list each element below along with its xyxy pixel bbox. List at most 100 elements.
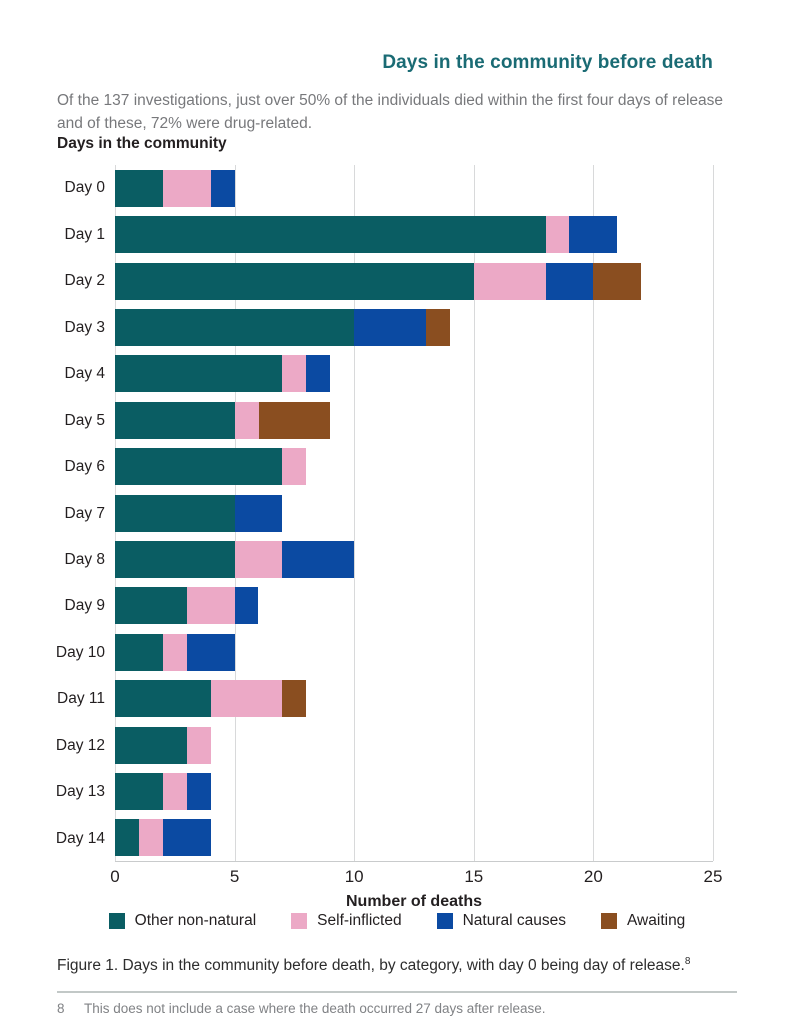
page-title: Days in the community before death	[382, 52, 713, 73]
bar-track-day-8	[115, 540, 713, 578]
bar-segment-day-8-self-inflicted	[234, 540, 283, 578]
legend-label-awaiting: Awaiting	[627, 912, 686, 929]
figure-caption-text: Figure 1. Days in the community before d…	[57, 957, 685, 975]
bar-segment-day-5-awaiting	[258, 401, 331, 439]
bar-segment-day-5-other-non-natural	[115, 401, 235, 439]
bar-track-day-1	[115, 216, 713, 254]
bar-row-day-8	[115, 536, 713, 582]
footnote: 8 This does not include a case where the …	[57, 1001, 757, 1016]
bar-track-day-10	[115, 633, 713, 671]
gridline-x-20	[593, 165, 595, 861]
bar-segment-day-3-natural-causes	[354, 308, 426, 346]
bar-track-day-4	[115, 355, 713, 393]
bar-row-day-2	[115, 258, 713, 304]
bar-segment-day-2-natural-causes	[545, 262, 594, 300]
x-tick-label-25: 25	[703, 867, 723, 886]
y-axis-label-day-12: Day 12	[55, 736, 105, 754]
gridline-x-10	[354, 165, 356, 861]
y-axis-label-day-6: Day 6	[64, 458, 106, 476]
footnote-divider	[57, 991, 737, 993]
bar-segment-day-11-other-non-natural	[115, 680, 211, 718]
bar-segment-day-11-self-inflicted	[210, 680, 283, 718]
bar-segment-day-12-other-non-natural	[115, 726, 187, 764]
x-axis-title: Number of deaths	[345, 893, 482, 910]
bar-segment-day-3-other-non-natural	[115, 308, 355, 346]
bar-segment-day-4-natural-causes	[306, 355, 331, 393]
bar-row-day-11	[115, 675, 713, 721]
bar-row-day-12	[115, 722, 713, 768]
gridline-x-25	[713, 165, 714, 861]
bar-segment-day-7-natural-causes	[234, 494, 283, 532]
y-axis-label-day-10: Day 10	[55, 643, 105, 661]
bar-segment-day-8-natural-causes	[282, 540, 355, 578]
bar-segment-day-2-self-inflicted	[473, 262, 546, 300]
bar-row-day-14	[115, 815, 713, 861]
legend-label-other-non-natural: Other non-natural	[134, 912, 257, 929]
bar-segment-day-0-self-inflicted	[162, 169, 211, 207]
bar-segment-day-13-self-inflicted	[162, 772, 187, 810]
legend-item-other-non-natural: Other non-natural	[108, 912, 257, 930]
bar-row-day-10	[115, 629, 713, 675]
legend-label-self-inflicted: Self-inflicted	[317, 912, 402, 929]
bar-row-day-3	[115, 304, 713, 350]
bar-segment-day-0-natural-causes	[210, 169, 235, 207]
legend-swatch-other-non-natural	[108, 913, 125, 929]
bar-row-day-13	[115, 768, 713, 814]
bar-rows	[115, 165, 713, 861]
chart-title: Days in the community	[57, 135, 227, 152]
y-axis-label-day-5: Day 5	[64, 411, 106, 429]
y-axis-label-day-7: Day 7	[64, 504, 106, 522]
y-axis-label-day-3: Day 3	[64, 318, 106, 336]
legend-item-self-inflicted: Self-inflicted	[291, 912, 402, 930]
x-tick-label-10: 10	[344, 867, 364, 886]
bar-row-day-4	[115, 351, 713, 397]
legend-item-natural-causes: Natural causes	[436, 912, 566, 930]
legend-swatch-self-inflicted	[291, 913, 308, 929]
y-axis-label-day-11: Day 11	[57, 690, 105, 708]
bar-segment-day-10-self-inflicted	[162, 633, 187, 671]
x-tick-label-15: 15	[464, 867, 484, 886]
bar-track-day-7	[115, 494, 713, 532]
y-axis-label-day-14: Day 14	[55, 829, 105, 847]
footnote-text: This does not include a case where the d…	[84, 1001, 546, 1016]
y-axis-label-day-13: Day 13	[55, 783, 105, 801]
bar-segment-day-4-self-inflicted	[282, 355, 307, 393]
y-axis-label-day-9: Day 9	[64, 597, 106, 615]
bar-track-day-14	[115, 819, 713, 857]
bar-track-day-5	[115, 401, 713, 439]
intro-paragraph: Of the 137 investigations, just over 50%…	[57, 92, 724, 132]
bar-segment-day-11-awaiting	[282, 680, 307, 718]
bar-segment-day-6-other-non-natural	[115, 448, 283, 486]
bar-segment-day-10-other-non-natural	[115, 633, 163, 671]
bar-segment-day-13-natural-causes	[186, 772, 211, 810]
bar-segment-day-14-self-inflicted	[138, 819, 163, 857]
y-axis-label-day-2: Day 2	[64, 272, 106, 290]
bar-track-day-3	[115, 308, 713, 346]
bar-segment-day-2-other-non-natural	[115, 262, 474, 300]
plot-area	[115, 165, 714, 862]
y-axis-label-day-1: Day 1	[64, 225, 106, 243]
y-axis-label-day-0: Day 0	[64, 179, 106, 197]
bar-segment-day-14-natural-causes	[162, 819, 211, 857]
legend-swatch-natural-causes	[436, 913, 453, 929]
legend-swatch-awaiting	[601, 913, 617, 929]
bar-segment-day-6-self-inflicted	[282, 448, 307, 486]
bar-segment-day-9-self-inflicted	[186, 587, 235, 625]
bar-segment-day-13-other-non-natural	[115, 772, 163, 810]
stacked-bar-chart: Day 0 Day 1 Day 2 Day 3 Day 4 Day 5 Day 6 Day 7…	[0, 165, 794, 929]
bar-row-day-7	[115, 490, 713, 536]
bar-segment-day-5-self-inflicted	[234, 401, 259, 439]
bar-row-day-9	[115, 583, 713, 629]
bar-segment-day-0-other-non-natural	[115, 169, 163, 207]
x-tick-label-20: 20	[583, 867, 603, 886]
bar-track-day-9	[115, 587, 713, 625]
bar-track-day-2	[115, 262, 713, 300]
bar-segment-day-12-self-inflicted	[186, 726, 211, 764]
legend-label-natural-causes: Natural causes	[462, 912, 566, 929]
legend: Other non-natural Self-inflicted Natural c…	[57, 912, 737, 930]
y-axis-label-day-8: Day 8	[64, 550, 106, 568]
bar-track-day-13	[115, 772, 713, 810]
bar-segment-day-8-other-non-natural	[115, 540, 235, 578]
x-tick-label-5: 5	[229, 867, 240, 886]
